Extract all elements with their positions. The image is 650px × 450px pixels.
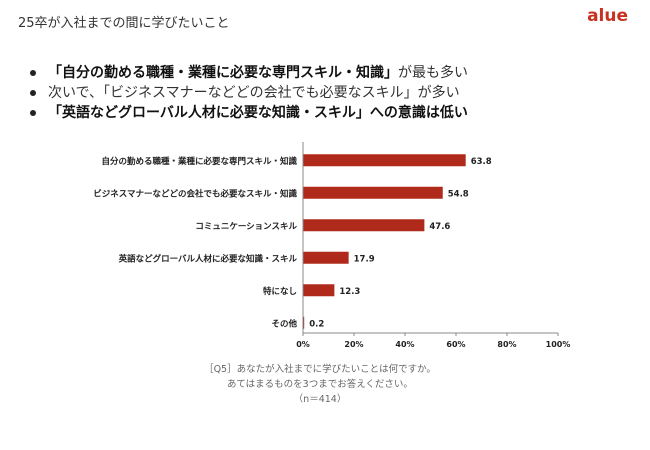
- category-label: その他: [271, 318, 297, 329]
- category-label: コミュニケーションスキル: [195, 222, 297, 232]
- bullet-dot-icon: [30, 70, 36, 76]
- data-label: 12.3: [339, 287, 360, 297]
- x-tick-label: 80%: [497, 340, 516, 349]
- data-label: 63.8: [471, 157, 492, 167]
- bullet-strong-text: 「自分の勤める職種・業種に必要な専門スキル・知識」: [48, 65, 398, 81]
- bar: [303, 251, 349, 264]
- bullet-item: 「自分の勤める職種・業種に必要な専門スキル・知識」が最も多い: [28, 64, 468, 84]
- bar: [303, 219, 425, 232]
- bullet-item: 「英語などグローバル人材に必要な知識・スキル」への意識は低い: [28, 104, 468, 124]
- bar: [303, 154, 466, 167]
- footnote-instruction: あてはまるものを3つまでお答えください。: [227, 379, 413, 390]
- bullet-strong-text: 「英語などグローバル人材に必要な知識・スキル」への意識は低い: [48, 105, 468, 121]
- bullet-dot-icon: [30, 90, 36, 96]
- x-tick-label: 40%: [395, 340, 414, 349]
- x-tick-label: 20%: [344, 340, 363, 349]
- bar-chart: 自分の勤める職種・業種に必要な専門スキル・知識 63.8 ビジネスマナーなどどの会社…: [93, 142, 571, 349]
- x-tick-label: 60%: [446, 340, 465, 349]
- footnote: ［Q5］あなたが入社までに学びたいことは何ですか。 あてはまるものを3つまでお答…: [170, 362, 470, 407]
- bullet-item: 次いで、「ビジネスマナーなどどの会社でも必要なスキル」が多い: [28, 84, 468, 104]
- summary-bullets: 「自分の勤める職種・業種に必要な専門スキル・知識」が最も多い 次いで、「ビジネス…: [28, 64, 468, 124]
- bar: [303, 316, 305, 329]
- x-tick-label: 0%: [296, 340, 310, 349]
- category-label: 自分の勤める職種・業種に必要な専門スキル・知識: [101, 156, 297, 167]
- bullet-dot-icon: [30, 110, 36, 116]
- x-tick-label: 100%: [546, 340, 571, 349]
- data-label: 17.9: [354, 254, 375, 264]
- data-label: 0.2: [309, 319, 324, 329]
- data-label: 54.8: [448, 189, 469, 199]
- bar: [303, 284, 335, 297]
- footnote-question: ［Q5］あなたが入社までに学びたいことは何ですか。: [204, 364, 436, 375]
- category-label: 英語などグローバル人材に必要な知識・スキル: [118, 253, 298, 264]
- brand-logo: alue: [587, 6, 628, 26]
- bullet-normal-text: 次いで、「ビジネスマナーなどどの会社でも必要なスキル」が多い: [48, 85, 460, 101]
- data-label: 47.6: [429, 222, 450, 232]
- category-label: 特になし: [263, 286, 297, 297]
- bullet-normal-text: が最も多い: [398, 65, 468, 81]
- footnote-sample-size: （n＝414）: [293, 394, 347, 405]
- slide-title: 25卒が入社までの間に学びたいこと: [18, 16, 230, 31]
- category-label: ビジネスマナーなどどの会社でも必要なスキル・知識: [93, 188, 297, 199]
- bar: [303, 186, 443, 199]
